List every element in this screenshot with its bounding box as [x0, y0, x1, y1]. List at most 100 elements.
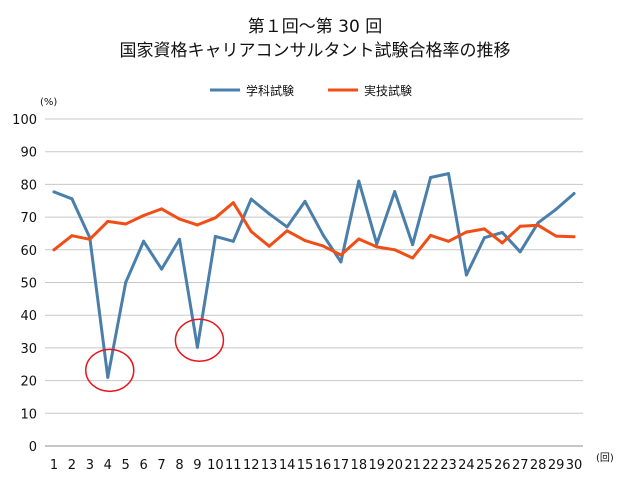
data-point-gakka-20 — [393, 190, 397, 194]
x-tick-label-21: 21 — [404, 458, 421, 473]
x-tick-label-28: 28 — [530, 458, 547, 473]
legend-label-jitsugi: 実技試験 — [364, 83, 412, 98]
x-tick-label-18: 18 — [351, 458, 368, 473]
data-point-jitsugi-3 — [88, 237, 92, 241]
data-point-gakka-4 — [106, 375, 110, 379]
y-axis-ticks: 0 10 20 30 40 50 60 70 80 90 100 — [12, 113, 37, 455]
data-point-gakka-11 — [231, 239, 235, 243]
data-point-jitsugi-19 — [375, 245, 379, 249]
data-point-jitsugi-22 — [429, 233, 433, 237]
data-point-jitsugi-17 — [339, 253, 343, 257]
data-point-gakka-21 — [411, 243, 415, 247]
legend: 学科試験 実技試験 — [210, 83, 412, 98]
x-tick-label-17: 17 — [333, 458, 350, 473]
data-point-jitsugi-29 — [554, 234, 558, 238]
y-tick-label-90: 90 — [20, 146, 37, 161]
y-tick-label-0: 0 — [29, 440, 37, 455]
x-tick-label-14: 14 — [279, 458, 296, 473]
data-point-gakka-16 — [321, 233, 325, 237]
data-point-gakka-24 — [464, 273, 468, 277]
data-point-gakka-22 — [429, 176, 433, 180]
data-point-jitsugi-18 — [357, 237, 361, 241]
data-point-jitsugi-10 — [213, 216, 217, 220]
x-tick-label-3: 3 — [86, 458, 94, 473]
data-point-jitsugi-16 — [321, 244, 325, 248]
grid-lines — [45, 118, 583, 447]
x-tick-label-5: 5 — [122, 458, 130, 473]
x-tick-label-23: 23 — [440, 458, 457, 473]
data-point-jitsugi-12 — [249, 229, 253, 233]
y-tick-label-40: 40 — [20, 309, 37, 324]
data-point-gakka-28 — [536, 221, 540, 225]
data-point-jitsugi-27 — [518, 224, 522, 228]
y-tick-label-70: 70 — [20, 211, 37, 226]
x-tick-label-7: 7 — [157, 458, 165, 473]
x-tick-label-16: 16 — [315, 458, 332, 473]
data-point-jitsugi-14 — [285, 229, 289, 233]
data-point-gakka-1 — [52, 190, 56, 194]
data-point-jitsugi-23 — [447, 239, 450, 243]
data-point-jitsugi-4 — [106, 219, 110, 223]
x-tick-label-26: 26 — [494, 458, 511, 473]
annotation-circle-4 — [85, 348, 135, 393]
data-point-gakka-17 — [339, 260, 343, 264]
chart-title-line-2: 国家資格キャリアコンサルタント試験合格率の推移 — [120, 41, 511, 61]
x-tick-label-15: 15 — [297, 458, 314, 473]
y-tick-label-50: 50 — [20, 277, 37, 292]
series-line-jitsugi — [52, 201, 576, 260]
x-tick-label-4: 4 — [104, 458, 112, 473]
data-point-gakka-29 — [554, 207, 558, 211]
data-point-jitsugi-6 — [142, 213, 146, 217]
x-tick-label-10: 10 — [207, 458, 224, 473]
data-point-gakka-15 — [303, 199, 307, 203]
x-tick-label-1: 1 — [50, 458, 58, 473]
data-point-gakka-19 — [375, 242, 379, 246]
y-tick-label-60: 60 — [20, 244, 37, 259]
series-line-gakka — [52, 172, 576, 379]
data-point-jitsugi-1 — [52, 248, 56, 252]
annotation-circle-9 — [174, 318, 225, 362]
x-tick-label-11: 11 — [225, 458, 242, 473]
data-point-gakka-7 — [160, 267, 164, 271]
x-tick-label-2: 2 — [68, 458, 76, 473]
data-point-jitsugi-7 — [160, 207, 164, 211]
data-point-gakka-8 — [178, 237, 181, 241]
data-point-jitsugi-11 — [231, 201, 235, 205]
data-point-jitsugi-21 — [411, 256, 415, 260]
data-point-gakka-18 — [357, 179, 361, 183]
data-point-jitsugi-13 — [267, 244, 271, 248]
x-tick-label-12: 12 — [243, 458, 260, 473]
x-tick-label-25: 25 — [476, 458, 493, 473]
data-point-gakka-26 — [500, 230, 504, 234]
x-axis-unit-label: (回) — [596, 452, 614, 464]
y-tick-label-100: 100 — [12, 113, 37, 128]
x-tick-label-13: 13 — [261, 458, 278, 473]
x-axis-ticks: 1 2 3 4 5 6 7 8 9 10 11 12 13 14 15 16 17 18 19 20 21 22 23 24 2… — [50, 458, 582, 473]
x-tick-label-19: 19 — [368, 458, 385, 473]
x-tick-label-22: 22 — [422, 458, 439, 473]
x-tick-label-8: 8 — [175, 458, 183, 473]
y-tick-label-80: 80 — [20, 178, 37, 193]
data-point-jitsugi-25 — [482, 227, 486, 231]
data-point-jitsugi-20 — [393, 248, 397, 252]
data-point-gakka-5 — [124, 281, 128, 284]
data-point-jitsugi-30 — [572, 235, 576, 239]
data-point-gakka-2 — [70, 197, 74, 201]
data-point-gakka-14 — [285, 225, 289, 229]
data-point-gakka-13 — [267, 212, 271, 216]
data-point-jitsugi-24 — [464, 230, 468, 234]
data-point-jitsugi-5 — [124, 222, 128, 226]
data-point-jitsugi-28 — [536, 223, 540, 227]
x-tick-label-29: 29 — [548, 458, 565, 473]
data-point-gakka-9 — [195, 345, 199, 349]
y-axis-unit-label: (%) — [40, 97, 57, 108]
data-point-gakka-10 — [213, 234, 217, 238]
data-point-jitsugi-15 — [303, 239, 307, 243]
chart-title-line-1: 第１回〜第 30 回 — [248, 17, 382, 37]
annotations — [85, 318, 225, 393]
data-point-jitsugi-9 — [195, 223, 199, 227]
data-point-gakka-30 — [572, 192, 576, 196]
y-tick-label-30: 30 — [20, 342, 37, 357]
